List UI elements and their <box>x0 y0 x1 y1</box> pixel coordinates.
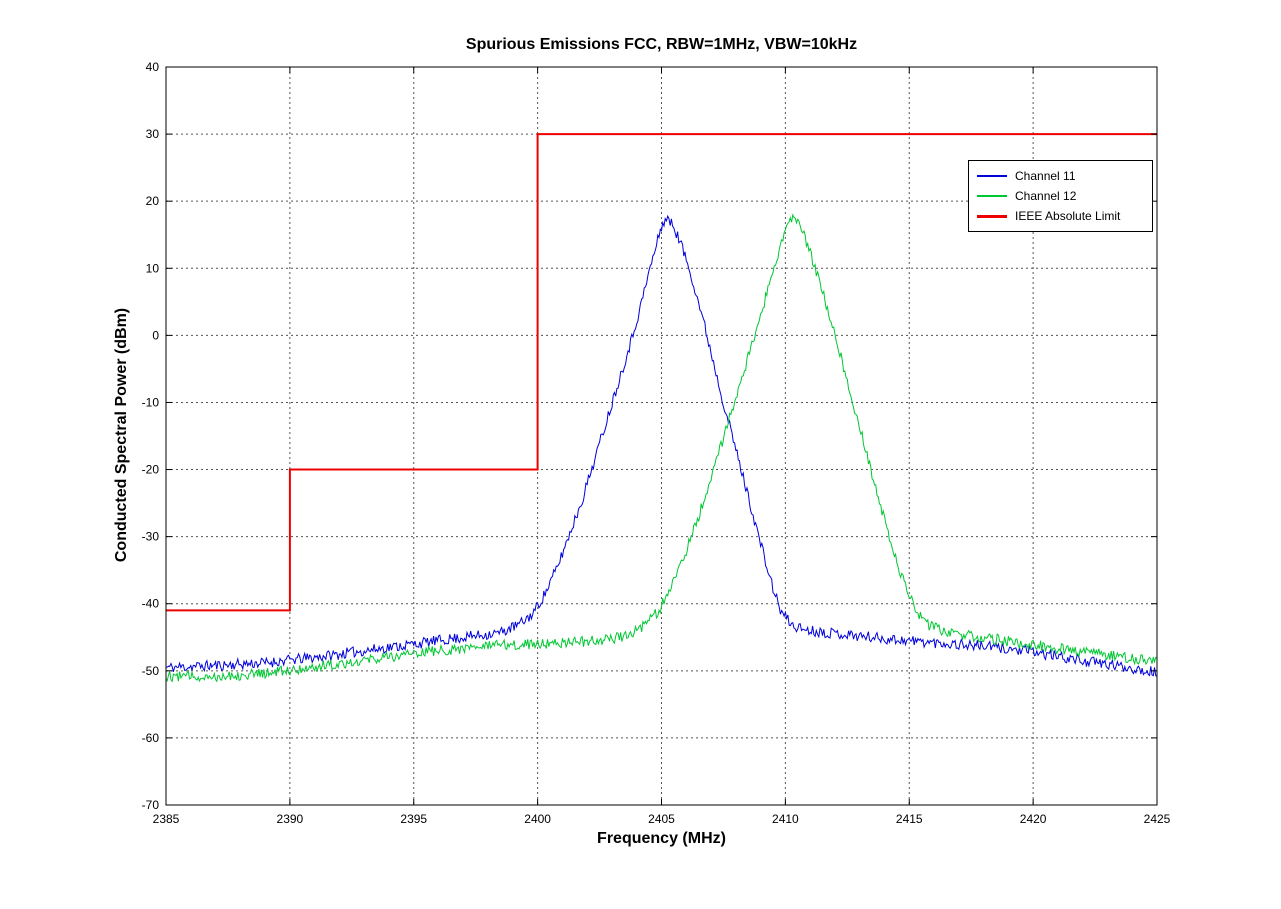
y-axis-label: Conducted Spectral Power (dBm) <box>113 307 130 563</box>
series-group <box>166 133 1157 683</box>
ticks <box>165 66 1158 806</box>
y-tick-label: 20 <box>146 194 160 208</box>
y-tick-label: -30 <box>142 530 160 544</box>
y-tick-label: -70 <box>142 798 160 812</box>
x-tick-label: 2385 <box>153 812 180 826</box>
x-axis-label: Frequency (MHz) <box>597 830 726 847</box>
y-tick-label: 10 <box>146 261 160 275</box>
legend-entry-channel-12: Channel 12 <box>977 186 1144 206</box>
legend-label-ieee-limit: IEEE Absolute Limit <box>1015 209 1121 223</box>
x-tick-label: 2425 <box>1144 812 1171 826</box>
series-line-ieee-absolute-limit <box>166 133 1157 612</box>
y-tick-label: 0 <box>152 328 159 342</box>
y-tick-label: 30 <box>146 127 160 141</box>
y-tick-label: -10 <box>142 395 160 409</box>
x-tick-label: 2395 <box>400 812 427 826</box>
x-tick-label: 2400 <box>524 812 551 826</box>
y-tick-label: 40 <box>146 60 160 74</box>
legend-line-channel-11 <box>977 175 1007 177</box>
y-tick-label: -20 <box>142 463 160 477</box>
x-tick-label: 2405 <box>648 812 675 826</box>
y-tick-label: -50 <box>142 664 160 678</box>
grid <box>166 67 1157 805</box>
series-line-channel-12 <box>166 213 1157 683</box>
x-tick-label: 2410 <box>772 812 799 826</box>
y-tick-label: -60 <box>142 731 160 745</box>
legend-line-ieee-limit <box>977 214 1007 218</box>
legend-entry-channel-11: Channel 11 <box>977 166 1144 186</box>
x-tick-label: 2415 <box>896 812 923 826</box>
chart-title: Spurious Emissions FCC, RBW=1MHz, VBW=10… <box>465 36 858 53</box>
legend-label-channel-11: Channel 11 <box>1015 169 1076 183</box>
x-tick-label: 2390 <box>277 812 304 826</box>
legend: Channel 11 Channel 12 IEEE Absolute Limi… <box>968 160 1153 232</box>
y-tick-label: -40 <box>142 597 160 611</box>
legend-line-channel-12 <box>977 195 1007 197</box>
x-tick-label: 2420 <box>1020 812 1047 826</box>
series-line-channel-11 <box>166 214 1157 677</box>
legend-entry-ieee-limit: IEEE Absolute Limit <box>977 206 1144 226</box>
legend-label-channel-12: Channel 12 <box>1015 189 1077 203</box>
